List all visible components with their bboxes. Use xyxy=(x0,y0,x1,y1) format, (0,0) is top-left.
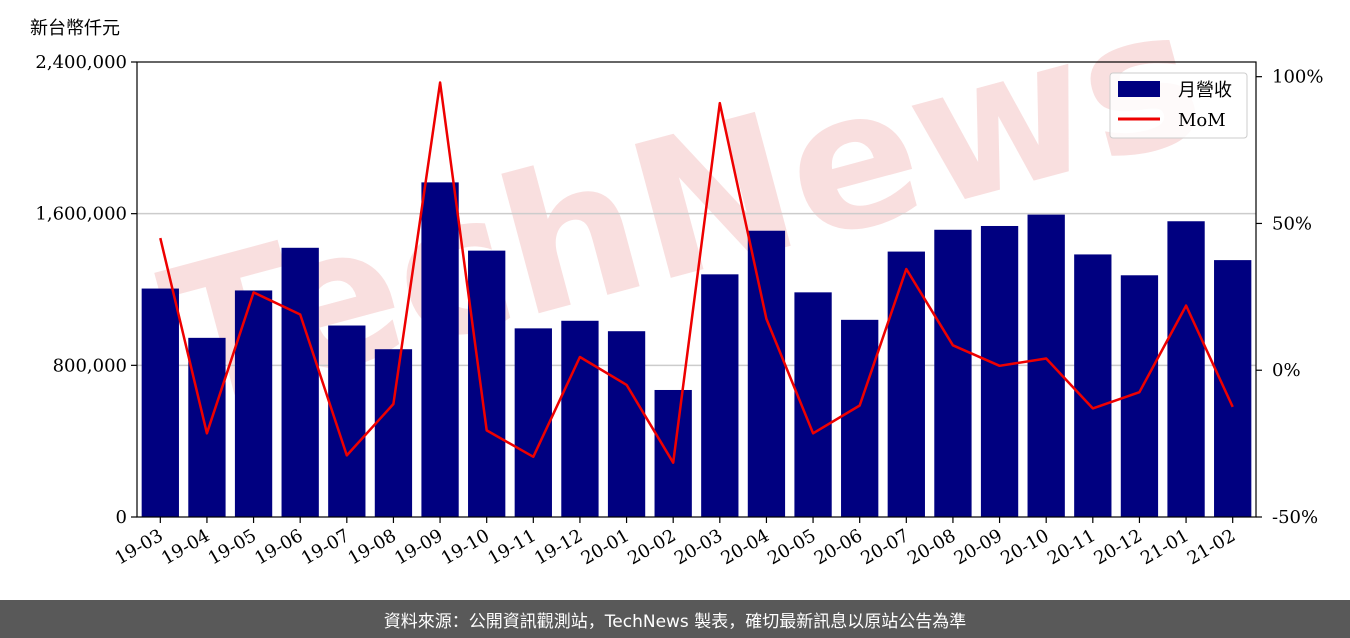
y-right-tick-label: -50% xyxy=(1272,507,1318,528)
y-right-tick-label: 100% xyxy=(1272,67,1323,88)
y-left-tick-label: 800,000 xyxy=(53,355,127,376)
x-tick-label: 20-07 xyxy=(857,525,912,569)
revenue-bar xyxy=(887,251,925,518)
x-tick-label: 19-08 xyxy=(344,525,399,569)
gridlines xyxy=(137,212,1256,367)
y-left-tick-label: 1,600,000 xyxy=(35,204,127,225)
revenue-bar xyxy=(701,274,739,517)
revenue-bar xyxy=(980,225,1019,518)
x-tick-label: 20-08 xyxy=(904,525,959,569)
revenue-bar xyxy=(421,182,459,517)
y-axis-unit-label: 新台幣仟元 xyxy=(30,18,120,39)
x-tick-label: 20-06 xyxy=(811,525,866,569)
revenue-bar xyxy=(141,288,179,517)
revenue-bar xyxy=(1214,260,1252,517)
x-tick-label: 20-05 xyxy=(764,525,819,569)
plot-frame xyxy=(136,61,1257,518)
x-tick-label: 19-09 xyxy=(391,525,446,569)
legend: 月營收 MoM xyxy=(1109,72,1248,139)
x-tick-label: 21-02 xyxy=(1184,525,1239,569)
x-tick-label: 19-07 xyxy=(298,525,353,569)
x-tick-label: 20-09 xyxy=(951,525,1006,569)
revenue-bar xyxy=(374,349,413,517)
x-tick-label: 19-04 xyxy=(158,525,213,569)
legend-label-bar: 月營收 xyxy=(1178,80,1232,101)
x-tick-label: 20-10 xyxy=(997,525,1052,569)
revenue-bar xyxy=(1027,214,1065,518)
revenue-bar xyxy=(934,229,972,517)
revenue-bar xyxy=(747,230,786,517)
x-tick-label: 19-11 xyxy=(484,525,539,569)
x-tick-label: 20-04 xyxy=(717,525,772,569)
revenue-bar xyxy=(607,331,646,517)
legend-swatch-bar xyxy=(1118,81,1160,97)
monthly-revenue-chart: TechNews 0800,0001,600,0002,400,000-50%0… xyxy=(30,0,1323,569)
revenue-bar xyxy=(841,319,879,517)
revenue-bar xyxy=(234,290,273,517)
x-tick-label: 19-03 xyxy=(111,525,166,569)
y-right-tick-label: 0% xyxy=(1272,360,1301,381)
mom-series-line xyxy=(159,81,1234,464)
revenue-bar xyxy=(188,337,226,517)
x-tick-label: 21-01 xyxy=(1137,525,1192,569)
footer-source-note: 資料來源：公開資訊觀測站，TechNews 製表，確切最新訊息以原站公告為準 xyxy=(0,600,1350,638)
revenue-bar xyxy=(468,250,506,517)
legend-label-line: MoM xyxy=(1178,110,1226,131)
revenue-bar xyxy=(1167,221,1205,517)
revenue-bar xyxy=(514,328,552,517)
x-tick-label: 20-12 xyxy=(1090,525,1145,569)
footer-text: 資料來源：公開資訊觀測站，TechNews 製表，確切最新訊息以原站公告為準 xyxy=(383,611,967,632)
y-right-tick-label: 50% xyxy=(1272,213,1312,234)
revenue-bar xyxy=(281,247,319,517)
x-tick-label: 19-12 xyxy=(531,525,586,569)
x-tick-label: 19-10 xyxy=(438,525,493,569)
revenue-bar xyxy=(1074,254,1112,518)
x-tick-label: 20-01 xyxy=(578,525,633,569)
y-left-tick-label: 0 xyxy=(116,507,127,528)
x-tick-label: 19-06 xyxy=(251,525,306,569)
x-tick-label: 20-11 xyxy=(1044,525,1099,569)
x-tick-label: 20-03 xyxy=(671,525,726,569)
x-tick-label: 20-02 xyxy=(624,525,679,569)
revenue-bar xyxy=(328,325,366,517)
y-left-tick-label: 2,400,000 xyxy=(35,52,127,73)
mom-line xyxy=(159,81,1234,464)
x-tick-label: 19-05 xyxy=(205,525,260,569)
chart-container: TechNews 0 800,000 1,600,000 2,400,000 -50% 0… xyxy=(30,0,1323,569)
revenue-bar xyxy=(561,320,599,517)
revenue-bar xyxy=(794,292,832,517)
